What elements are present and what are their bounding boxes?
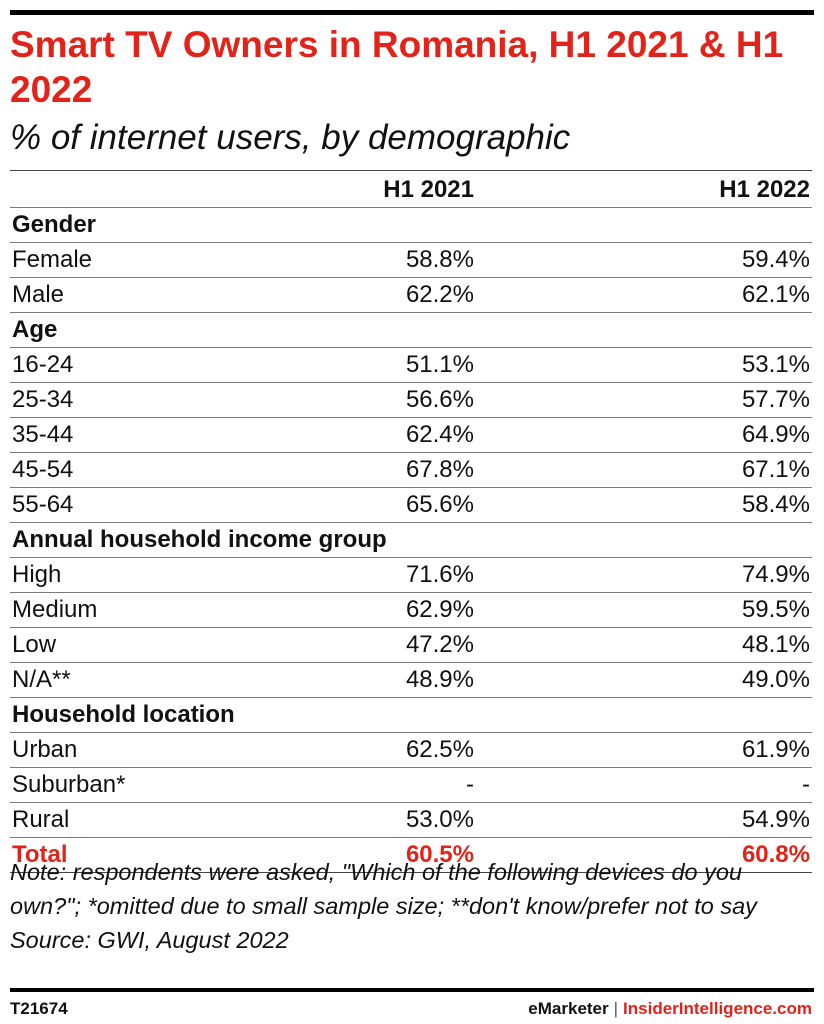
row-label: Gender	[12, 211, 97, 238]
table-row: Female 58.8% 59.4%	[10, 242, 812, 277]
chart-subtitle: % of internet users, by demographic	[10, 118, 571, 157]
value-h1-2021: 60.5%	[405, 841, 474, 868]
chart-id: T21674	[10, 999, 68, 1018]
value-h1-2021: 62.4%	[405, 421, 474, 448]
value-h1-2021: 58.8%	[405, 246, 474, 273]
value-h1-2021: 65.6%	[405, 491, 474, 518]
row-label: Medium	[12, 596, 98, 623]
value-h1-2021: 48.9%	[405, 666, 474, 693]
table-row: Urban 62.5% 61.9%	[10, 732, 812, 767]
row-label: 55-64	[12, 491, 74, 518]
value-h1-2022: 59.4%	[741, 246, 810, 273]
row-label: Low	[12, 631, 57, 658]
value-h1-2022: 49.0%	[741, 666, 810, 693]
group-heading-age: Age	[10, 312, 812, 347]
value-h1-2021: 62.9%	[405, 596, 474, 623]
value-h1-2021: 56.6%	[405, 386, 474, 413]
value-h1-2022: 57.7%	[741, 386, 810, 413]
row-label: Urban	[12, 736, 78, 763]
table-row: High 71.6% 74.9%	[10, 557, 812, 592]
row-label: Suburban*	[12, 771, 126, 798]
table-row: Rural 53.0% 54.9%	[10, 802, 812, 837]
value-h1-2021: -	[466, 771, 474, 798]
table-row: 45-54 67.8% 67.1%	[10, 452, 812, 487]
value-h1-2022: -	[802, 771, 810, 798]
table-row: 35-44 62.4% 64.9%	[10, 417, 812, 452]
value-h1-2021: 47.2%	[405, 631, 474, 658]
column-header-h1-2022: H1 2022	[719, 176, 810, 203]
notes: Note: respondents were asked, "Which of …	[10, 855, 816, 957]
value-h1-2022: 74.9%	[741, 561, 810, 588]
total-row: Total 60.5% 60.8%	[10, 837, 812, 873]
column-header-h1-2021: H1 2021	[383, 176, 474, 203]
table-row: Low 47.2% 48.1%	[10, 627, 812, 662]
value-h1-2022: 53.1%	[741, 351, 810, 378]
row-label: Rural	[12, 806, 70, 833]
value-h1-2022: 61.9%	[741, 736, 810, 763]
row-label: Household location	[12, 701, 235, 728]
row-label: Total	[12, 841, 68, 868]
row-label: Female	[12, 246, 93, 273]
brand-emarketer: eMarketer	[528, 999, 609, 1018]
row-label: 25-34	[12, 386, 74, 413]
row-label: Age	[12, 316, 58, 343]
value-h1-2021: 51.1%	[405, 351, 474, 378]
table-row: 55-64 65.6% 58.4%	[10, 487, 812, 522]
row-label: 16-24	[12, 351, 74, 378]
table-row: 25-34 56.6% 57.7%	[10, 382, 812, 417]
row-label: N/A**	[12, 666, 71, 693]
value-h1-2021: 62.2%	[405, 281, 474, 308]
brand-separator: |	[613, 999, 619, 1018]
value-h1-2022: 67.1%	[741, 456, 810, 483]
row-label: Male	[12, 281, 65, 308]
value-h1-2021: 53.0%	[405, 806, 474, 833]
top-rule	[10, 10, 814, 15]
value-h1-2022: 48.1%	[741, 631, 810, 658]
group-heading-household-location: Household location	[10, 697, 812, 732]
value-h1-2022: 59.5%	[741, 596, 810, 623]
source-text: Source: GWI, August 2022	[10, 927, 289, 953]
row-label: 45-54	[12, 456, 74, 483]
footer-brand: eMarketer | InsiderIntelligence.com	[528, 999, 812, 1019]
value-h1-2022: 60.8%	[741, 841, 810, 868]
table-row: 16-24 51.1% 53.1%	[10, 347, 812, 382]
value-h1-2022: 62.1%	[741, 281, 810, 308]
table-row: Medium 62.9% 59.5%	[10, 592, 812, 627]
note-text: Note: respondents were asked, "Which of …	[10, 859, 757, 919]
table-header-row: H1 2021 H1 2022	[10, 170, 812, 207]
value-h1-2021: 62.5%	[405, 736, 474, 763]
row-label: High	[12, 561, 62, 588]
value-h1-2021: 71.6%	[405, 561, 474, 588]
table-row: Suburban* - -	[10, 767, 812, 802]
row-label: Annual household income group	[12, 526, 387, 553]
data-table: H1 2021 H1 2022 Gender Female 58.8% 59.4% Ma…	[10, 170, 812, 873]
brand-insiderintelligence: InsiderIntelligence.com	[623, 999, 812, 1018]
bottom-rule	[10, 988, 814, 992]
value-h1-2022: 64.9%	[741, 421, 810, 448]
value-h1-2022: 58.4%	[741, 491, 810, 518]
row-label: 35-44	[12, 421, 74, 448]
group-heading-gender: Gender	[10, 207, 812, 242]
table-row: Male 62.2% 62.1%	[10, 277, 812, 312]
chart-title: Smart TV Owners in Romania, H1 2021 & H1…	[10, 24, 784, 110]
group-heading-annual-household-income-group: Annual household income group	[10, 522, 812, 557]
value-h1-2022: 54.9%	[741, 806, 810, 833]
table-row: N/A** 48.9% 49.0%	[10, 662, 812, 697]
value-h1-2021: 67.8%	[405, 456, 474, 483]
